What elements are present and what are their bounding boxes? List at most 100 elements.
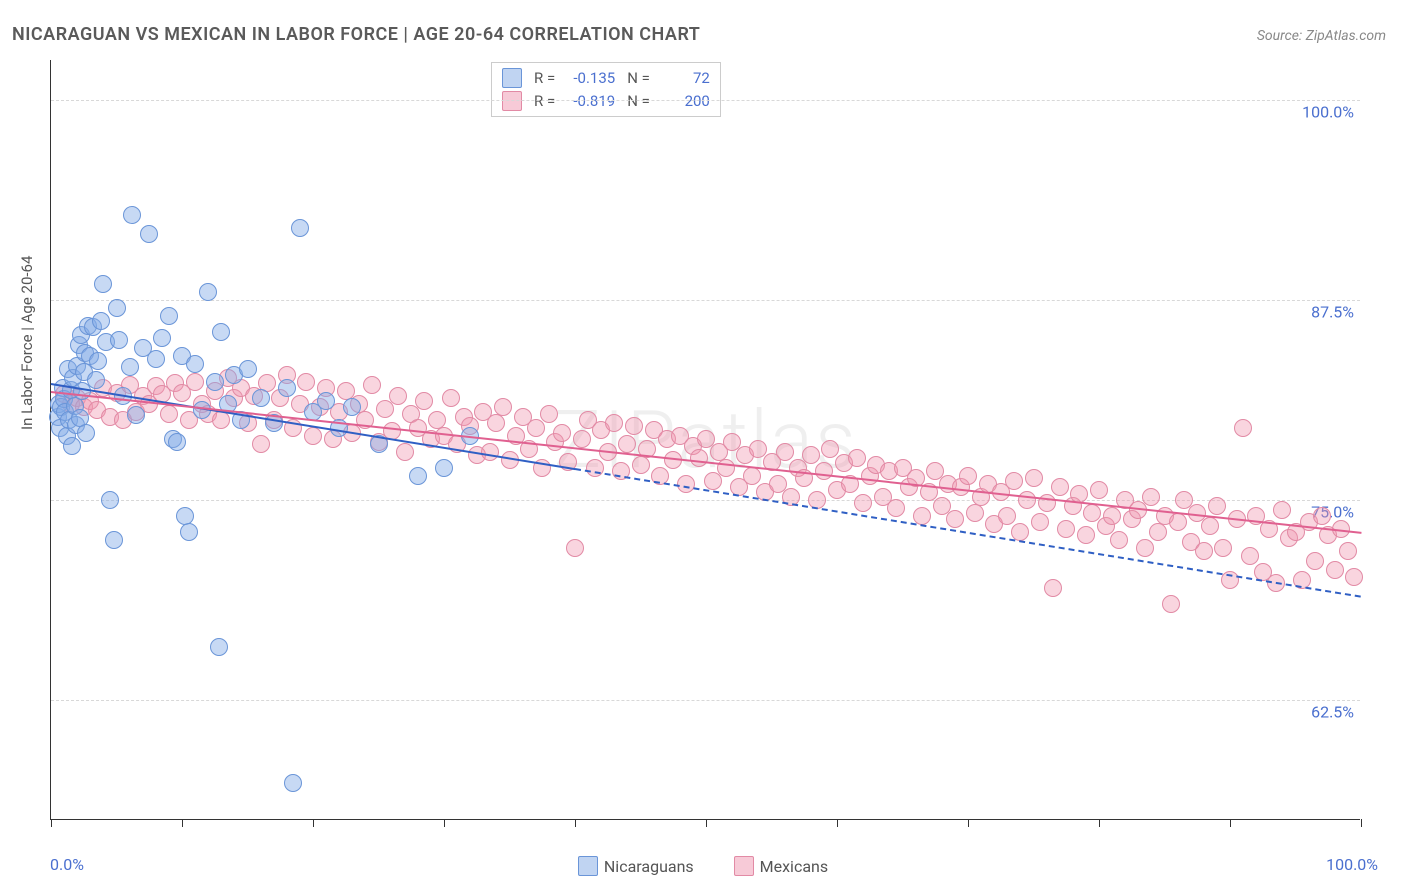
data-point — [108, 299, 126, 317]
data-point — [540, 405, 558, 423]
data-point — [168, 433, 186, 451]
data-point — [1051, 478, 1069, 496]
data-point — [304, 427, 322, 445]
data-point — [573, 430, 591, 448]
legend-label: Mexicans — [760, 857, 828, 876]
data-point — [206, 373, 224, 391]
data-point — [802, 446, 820, 464]
plot-area: ZIPatlas R = -0.135 N = 72 R = -0.819 N … — [50, 60, 1360, 820]
data-point — [1142, 488, 1160, 506]
data-point — [1208, 497, 1226, 515]
x-tick — [1361, 819, 1362, 827]
stat-value: -0.135 — [563, 67, 615, 90]
swatch-nicaraguans-icon — [502, 68, 522, 88]
data-point — [913, 507, 931, 525]
data-point — [553, 424, 571, 442]
data-point — [946, 510, 964, 528]
data-point — [854, 494, 872, 512]
data-point — [110, 331, 128, 349]
data-point — [1011, 523, 1029, 541]
data-point — [297, 373, 315, 391]
data-point — [1018, 491, 1036, 509]
data-point — [821, 440, 839, 458]
swatch-mexicans-icon — [734, 856, 754, 876]
data-point — [566, 539, 584, 557]
legend-item: Mexicans — [734, 856, 828, 876]
data-point — [1214, 539, 1232, 557]
data-point — [363, 376, 381, 394]
data-point — [717, 459, 735, 477]
data-point — [101, 491, 119, 509]
legend-stats-box: R = -0.135 N = 72 R = -0.819 N = 200 — [491, 62, 721, 117]
data-point — [494, 398, 512, 416]
swatch-nicaraguans-icon — [578, 856, 598, 876]
data-point — [959, 467, 977, 485]
data-point — [435, 459, 453, 477]
data-point — [212, 323, 230, 341]
data-point — [278, 379, 296, 397]
gridline — [51, 100, 1360, 101]
data-point — [1103, 507, 1121, 525]
legend-item: Nicaraguans — [578, 856, 694, 876]
data-point — [1345, 568, 1363, 586]
stat-label: N = — [627, 67, 650, 90]
data-point — [252, 435, 270, 453]
data-point — [199, 283, 217, 301]
data-point — [396, 443, 414, 461]
data-point — [210, 638, 228, 656]
x-tick-label: 100.0% — [1326, 855, 1378, 874]
data-point — [632, 456, 650, 474]
y-tick-label: 87.5% — [1311, 303, 1354, 322]
data-point — [186, 355, 204, 373]
x-tick — [968, 819, 969, 827]
gridline — [51, 700, 1360, 701]
data-point — [94, 275, 112, 293]
data-point — [252, 389, 270, 407]
data-point — [527, 419, 545, 437]
x-tick — [1230, 819, 1231, 827]
x-tick — [313, 819, 314, 827]
data-point — [1005, 472, 1023, 490]
data-point — [966, 504, 984, 522]
data-point — [1326, 561, 1344, 579]
data-point — [176, 507, 194, 525]
data-point — [442, 389, 460, 407]
data-point — [1313, 507, 1331, 525]
regression-line — [51, 391, 1361, 534]
chart-title: NICARAGUAN VS MEXICAN IN LABOR FORCE | A… — [12, 24, 700, 45]
data-point — [180, 523, 198, 541]
y-tick-label: 100.0% — [1302, 103, 1354, 122]
data-point — [1057, 520, 1075, 538]
data-point — [1273, 501, 1291, 519]
data-point — [87, 371, 105, 389]
data-point — [1031, 513, 1049, 531]
data-point — [743, 467, 761, 485]
data-point — [1110, 531, 1128, 549]
data-point — [317, 392, 335, 410]
data-point — [1241, 547, 1259, 565]
data-point — [415, 392, 433, 410]
data-point — [389, 387, 407, 405]
x-tick — [444, 819, 445, 827]
x-tick — [706, 819, 707, 827]
stat-label: R = — [534, 67, 555, 90]
data-point — [105, 531, 123, 549]
data-point — [1136, 539, 1154, 557]
x-tick-label: 0.0% — [50, 855, 84, 874]
data-point — [1195, 542, 1213, 560]
data-point — [239, 360, 257, 378]
data-point — [1234, 419, 1252, 437]
source-label: Source: ZipAtlas.com — [1257, 28, 1386, 44]
data-point — [1149, 523, 1167, 541]
legend-label: Nicaraguans — [604, 857, 694, 876]
gridline — [51, 500, 1360, 501]
data-point — [1201, 517, 1219, 535]
bottom-legend: Nicaraguans Mexicans — [0, 856, 1406, 880]
data-point — [77, 424, 95, 442]
data-point — [89, 352, 107, 370]
data-point — [690, 449, 708, 467]
data-point — [153, 329, 171, 347]
data-point — [1044, 579, 1062, 597]
data-point — [291, 219, 309, 237]
data-point — [677, 475, 695, 493]
